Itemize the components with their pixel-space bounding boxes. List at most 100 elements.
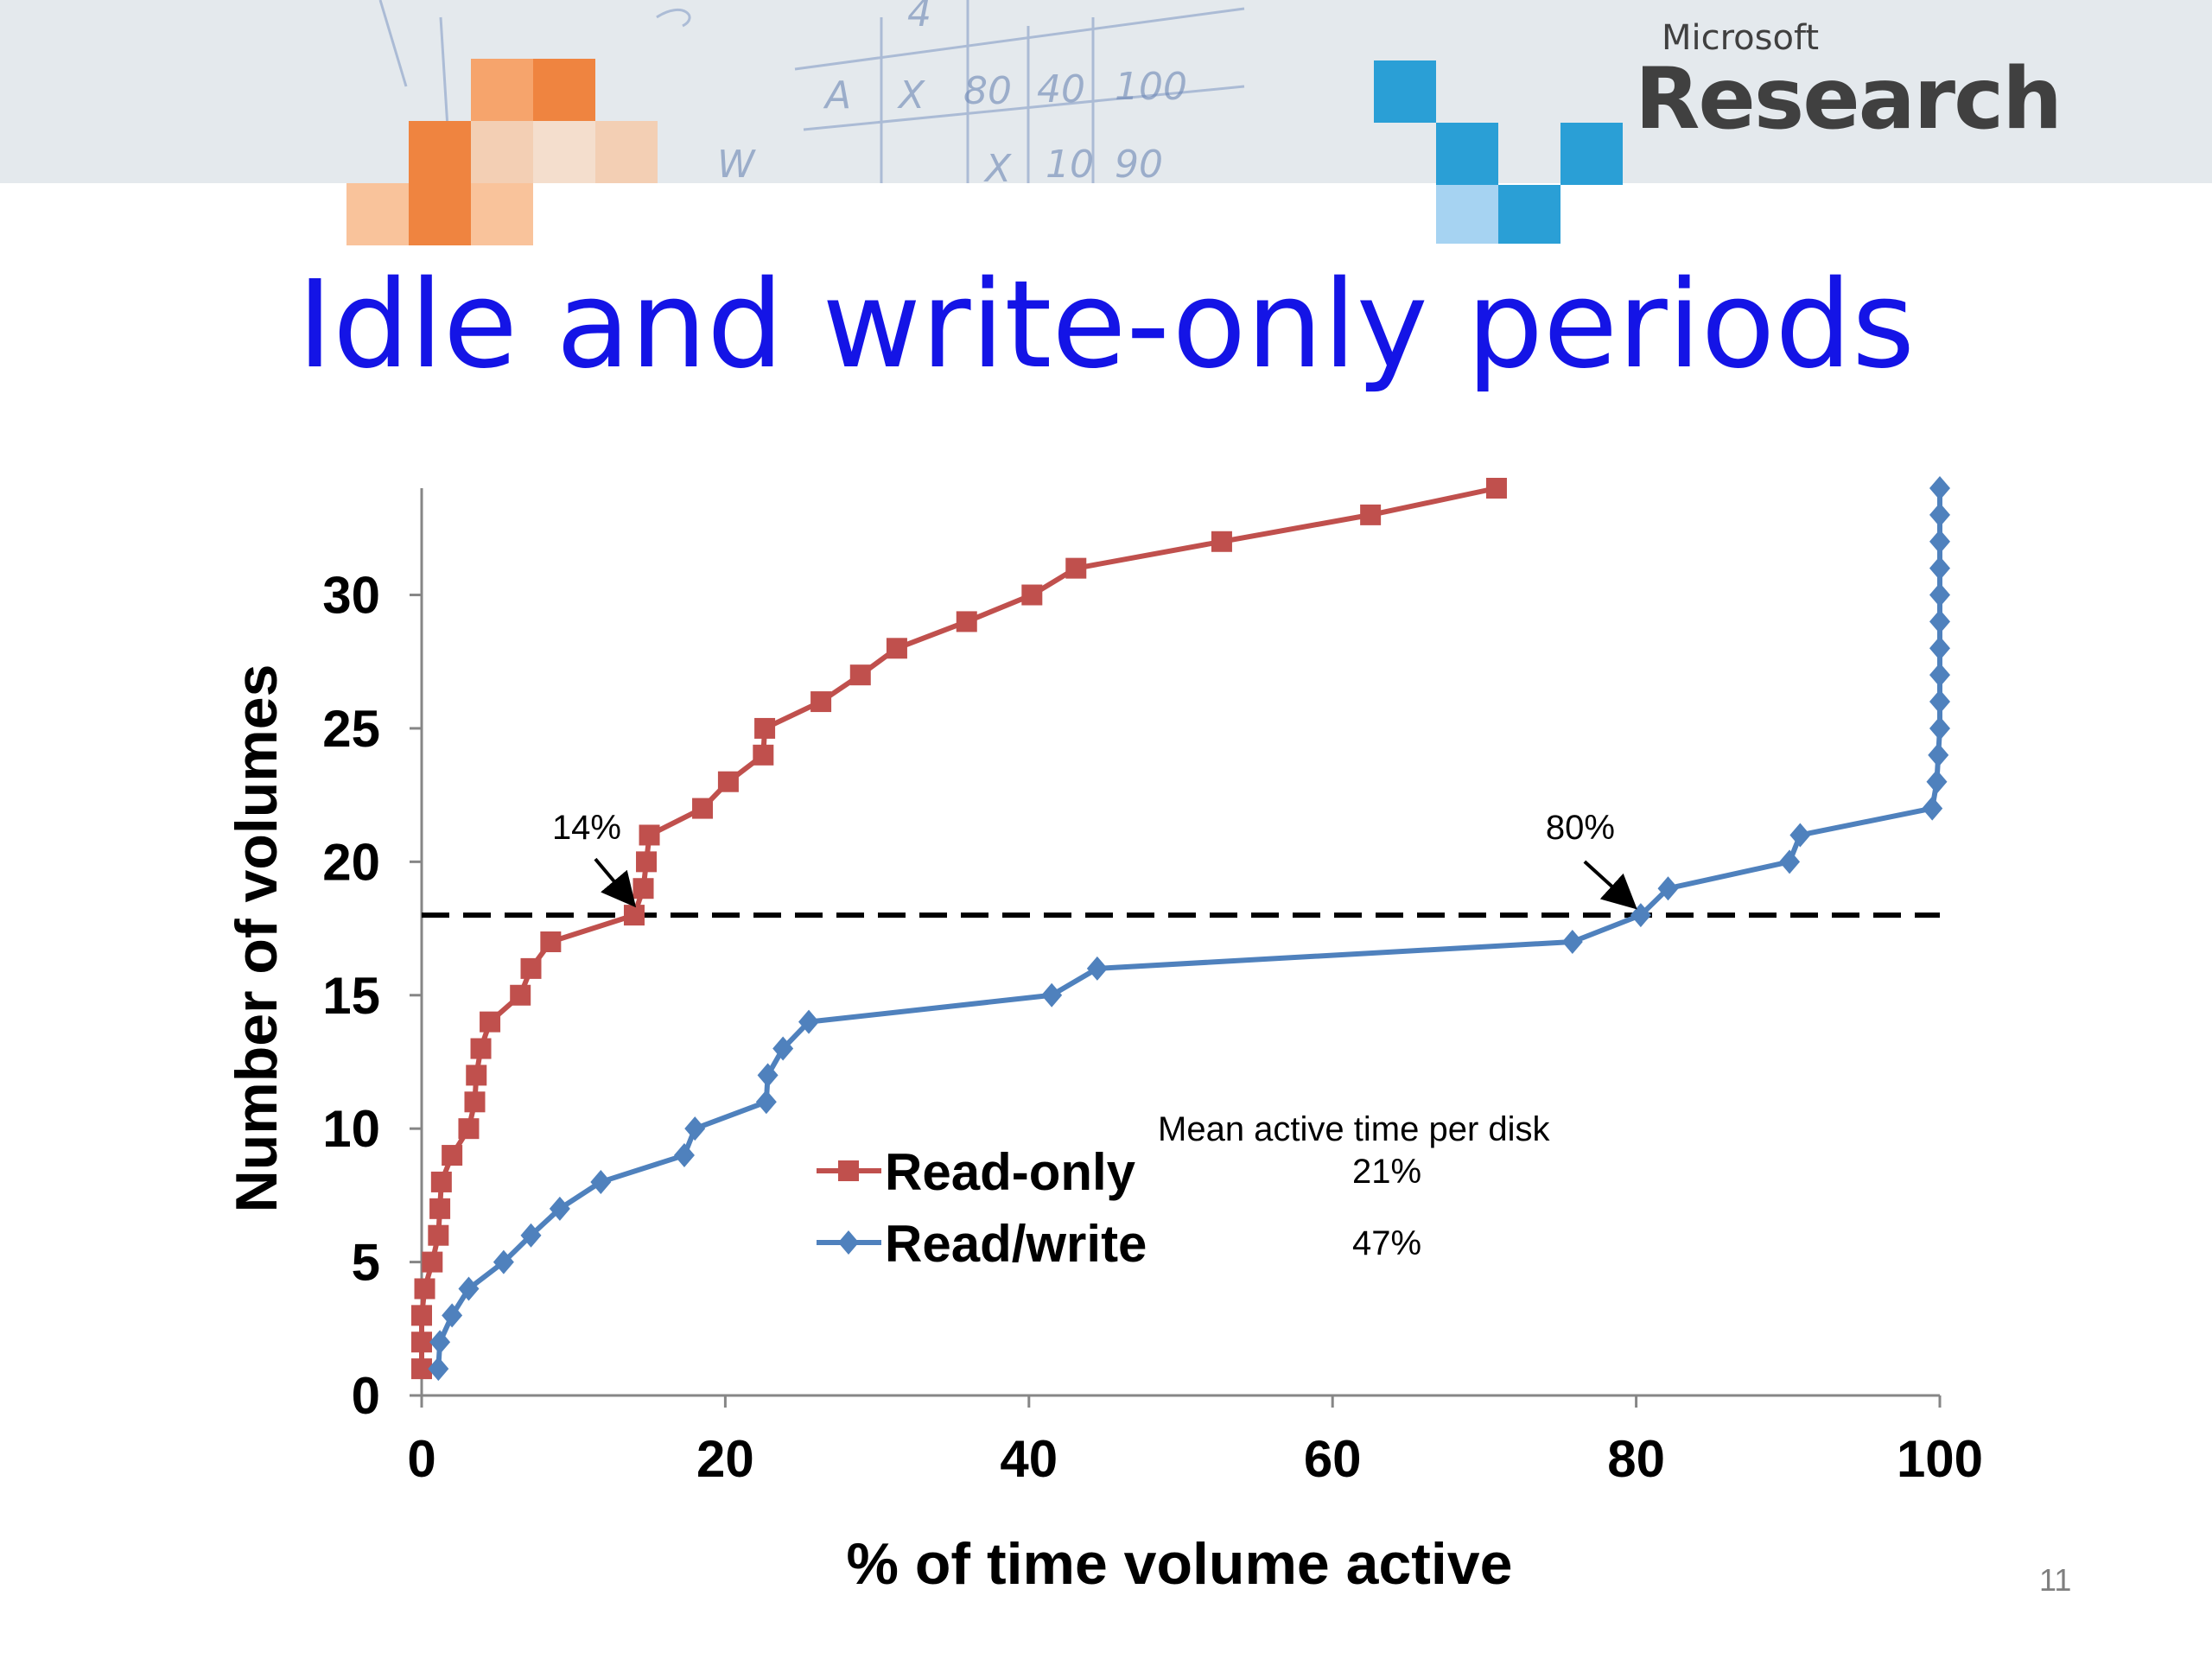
read-only-point xyxy=(520,957,542,979)
svg-text:10: 10 xyxy=(1046,143,1094,183)
read-write-point xyxy=(1929,609,1950,634)
read-only-point xyxy=(849,664,871,686)
read-only-point xyxy=(464,1091,486,1113)
read-only-point xyxy=(458,1118,480,1140)
legend-read-write-label: Read/write xyxy=(885,1215,1147,1273)
header-banner: A X 80 40 100 4 X 10 90 W Microsoft Rese… xyxy=(0,0,2212,183)
read-write-point xyxy=(1086,956,1108,981)
x-tick-label: 40 xyxy=(1000,1430,1058,1488)
read-only-point xyxy=(414,1278,435,1300)
read-write-point xyxy=(1922,796,1943,821)
read-only-point xyxy=(886,638,907,659)
read-only-point xyxy=(470,1038,492,1059)
read-only-point xyxy=(411,1332,432,1353)
read-write-point xyxy=(1929,690,1950,715)
y-tick-label: 25 xyxy=(322,700,380,758)
read-write-point xyxy=(757,1063,779,1088)
read-only-point xyxy=(411,1305,432,1326)
series-layer xyxy=(411,476,1950,1382)
x-tick-label: 100 xyxy=(1897,1430,1983,1488)
svg-text:X: X xyxy=(897,73,925,118)
legend-read-write-marker xyxy=(838,1230,859,1255)
svg-text:80: 80 xyxy=(963,69,1012,113)
read-only-point xyxy=(632,878,654,899)
read-only-point xyxy=(442,1145,463,1166)
read-write-point xyxy=(1657,876,1679,901)
read-write-point xyxy=(1779,849,1801,874)
x-tick-label: 80 xyxy=(1607,1430,1665,1488)
read-only-line xyxy=(419,486,1497,1370)
y-tick-label: 15 xyxy=(322,967,380,1025)
read-only-point xyxy=(810,691,832,713)
axes: 0 20 40 60 80 100 0 5 10 15 20 25 30 xyxy=(322,488,1983,1488)
read-write-point xyxy=(458,1276,480,1301)
read-only-point xyxy=(956,611,977,632)
y-tick-label: 5 xyxy=(352,1234,380,1292)
read-write-line xyxy=(435,488,1942,1370)
x-tick-label: 60 xyxy=(1304,1430,1362,1488)
x-axis-label: % of time volume active xyxy=(847,1531,1513,1597)
microsoft-wordmark: Microsoft xyxy=(1661,18,1819,58)
read-only-point xyxy=(429,1198,451,1219)
y-axis-label: Number of volumes xyxy=(224,664,289,1213)
svg-text:A: A xyxy=(823,73,851,118)
read-only-point xyxy=(480,1011,501,1033)
read-only-point xyxy=(466,1065,487,1086)
legend-note-header: Mean active time per disk xyxy=(1158,1110,1551,1148)
y-tick-label: 20 xyxy=(322,833,380,891)
read-write-point xyxy=(493,1249,514,1274)
svg-text:100: 100 xyxy=(1115,65,1187,109)
read-only-point xyxy=(753,744,774,766)
read-write-point xyxy=(1926,769,1948,794)
svg-text:X: X xyxy=(983,147,1012,183)
read-only-point xyxy=(754,717,776,739)
read-only-point xyxy=(692,798,714,819)
annotations: 14% 80% xyxy=(552,809,1637,910)
y-tick-label: 10 xyxy=(322,1100,380,1158)
read-only-point xyxy=(1485,478,1507,499)
read-only-point xyxy=(430,1171,452,1192)
read-only-point xyxy=(428,1224,449,1246)
read-only-point xyxy=(623,905,645,926)
read-write-point xyxy=(442,1303,463,1328)
read-write-point xyxy=(1929,529,1950,554)
annotation-arrow xyxy=(1583,860,1637,910)
y-tick-label: 30 xyxy=(322,567,380,625)
legend-read-write-mean: 47% xyxy=(1352,1224,1421,1262)
legend-read-only-label: Read-only xyxy=(885,1143,1136,1201)
slide-number: 11 xyxy=(2039,1562,2072,1598)
read-write-point xyxy=(428,1357,449,1382)
read-only-point xyxy=(540,931,562,952)
read-write-point xyxy=(1929,556,1950,581)
legend-read-only-marker xyxy=(838,1160,859,1181)
read-write-point xyxy=(1929,502,1950,527)
read-write-point xyxy=(1561,930,1583,954)
read-only-point xyxy=(1065,557,1087,579)
read-only-point xyxy=(1021,584,1043,606)
read-only-point xyxy=(717,771,739,792)
read-only-point xyxy=(510,984,531,1006)
read-write-point xyxy=(590,1169,612,1194)
read-only-point xyxy=(639,824,660,846)
read-write-point xyxy=(1789,823,1811,848)
read-write-point xyxy=(1928,742,1949,767)
read-write-point xyxy=(798,1009,820,1034)
annotation-label: 80% xyxy=(1546,809,1615,847)
legend: Mean active time per disk Read-only 21% Rea… xyxy=(817,1110,1551,1273)
x-tick-label: 20 xyxy=(696,1430,754,1488)
read-write-point xyxy=(673,1143,695,1168)
read-write-point xyxy=(755,1090,777,1115)
read-write-point xyxy=(1929,715,1950,741)
read-only-point xyxy=(422,1251,443,1273)
read-only-point xyxy=(1211,531,1232,552)
y-tick-label: 0 xyxy=(352,1367,380,1425)
whiteboard-sketch-image: A X 80 40 100 4 X 10 90 W xyxy=(378,0,1245,183)
read-write-point xyxy=(1929,636,1950,661)
annotation-arrow xyxy=(594,857,637,908)
slide-title: Idle and write-only periods xyxy=(296,255,1916,396)
read-write-point xyxy=(520,1223,542,1248)
read-write-point xyxy=(772,1036,794,1061)
svg-text:40: 40 xyxy=(1037,67,1085,111)
legend-read-only-mean: 21% xyxy=(1352,1153,1421,1191)
